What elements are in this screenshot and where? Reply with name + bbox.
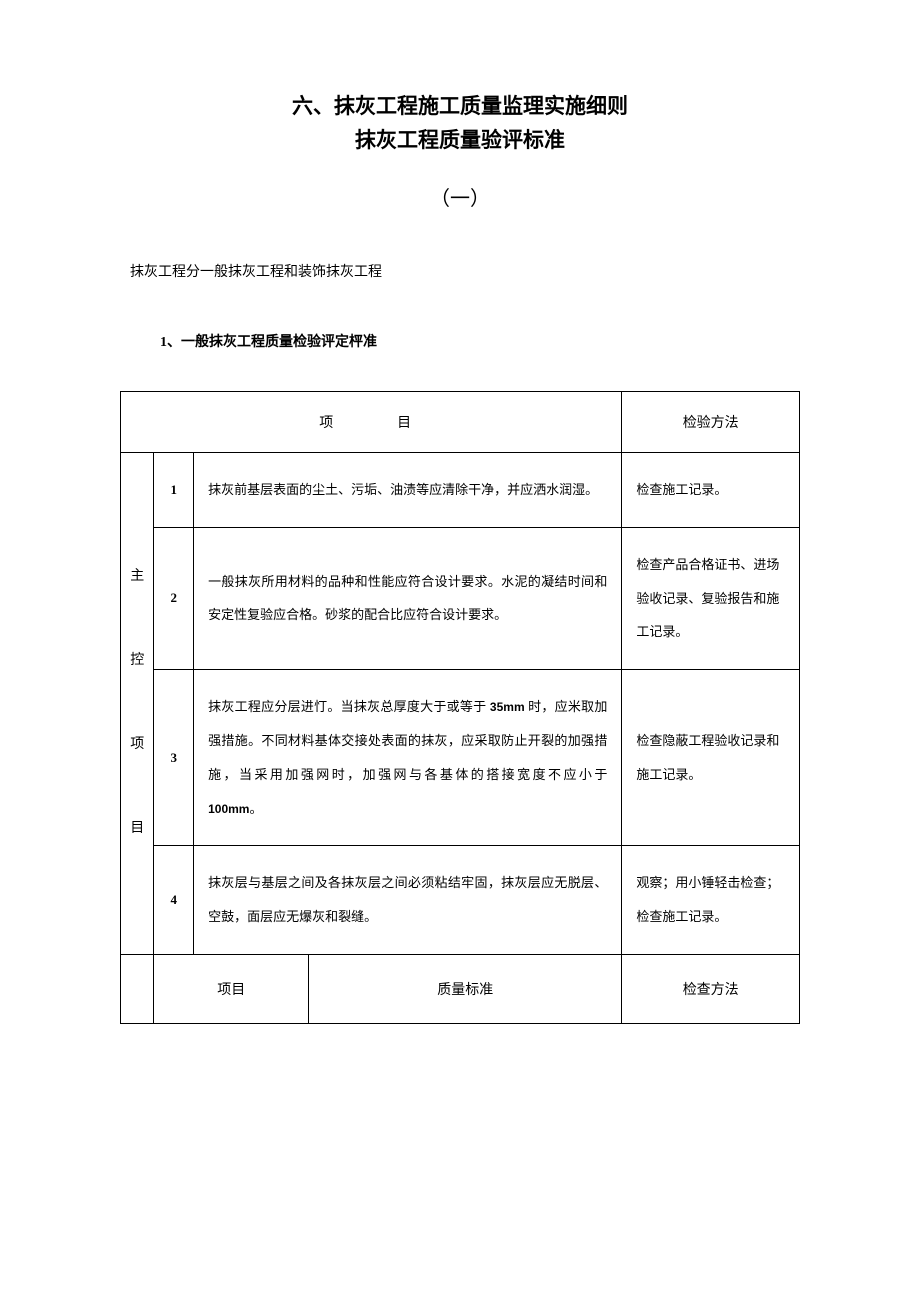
row-number: 4 <box>154 846 194 955</box>
table-row: 3 抹灰工程应分层进忊。当抹灰总厚度大于或等于 35mm 时，应米取加强措施。不… <box>121 670 800 846</box>
doc-subtitle: （一） <box>120 182 800 211</box>
sub-empty <box>121 954 154 1023</box>
sub-method: 检查方法 <box>622 954 800 1023</box>
row-method: 观察；用小锤轻击检查；检查施工记录。 <box>622 846 800 955</box>
row-desc: 抹灰前基层表面的尘土、污垢、油渍等应清除干净，并应洒水润湿。 <box>194 453 622 528</box>
row-desc: 抹灰层与基层之间及各抹灰层之间必须粘结牢固，抹灰层应无脱层、空鼓，面层应无爆灰和… <box>194 846 622 955</box>
table-header-row: 项 目 检验方法 <box>121 392 800 453</box>
table-row: 2 一般抹灰所用材料的品种和性能应符合设计要求。水泥的凝结时间和安定性复验应合格… <box>121 527 800 669</box>
row-desc: 一般抹灰所用材料的品种和性能应符合设计要求。水泥的凝结时间和安定性复验应合格。砂… <box>194 527 622 669</box>
row-number: 3 <box>154 670 194 846</box>
table-subheader-row: 项目 质量标准 检查方法 <box>121 954 800 1023</box>
row-method: 检查施工记录。 <box>622 453 800 528</box>
row-number: 2 <box>154 527 194 669</box>
sub-standard: 质量标准 <box>309 954 622 1023</box>
doc-title-1: 六、抹灰工程施工质量监理实施细则 <box>120 90 800 120</box>
intro-text: 抹灰工程分一般抹灰工程和装饰抹灰工程 <box>130 261 800 281</box>
section-heading: 1、一般抹灰工程质量检验评定枰准 <box>160 331 800 351</box>
row-method: 检查产品合格证书、进场验收记录、复验报告和施工记录。 <box>622 527 800 669</box>
header-item: 项 目 <box>121 392 622 453</box>
category-label: 主控项目 <box>130 569 144 836</box>
doc-title-2: 抹灰工程质量验评标准 <box>120 124 800 154</box>
row-method: 检查隐蔽工程验收记录和施工记录。 <box>622 670 800 846</box>
header-method: 检验方法 <box>622 392 800 453</box>
sub-item: 项目 <box>154 954 309 1023</box>
standards-table: 项 目 检验方法 主控项目 1 抹灰前基层表面的尘土、污垢、油渍等应清除干净，并… <box>120 391 800 1024</box>
row-number: 1 <box>154 453 194 528</box>
table-row: 主控项目 1 抹灰前基层表面的尘土、污垢、油渍等应清除干净，并应洒水润湿。 检查… <box>121 453 800 528</box>
table-row: 4 抹灰层与基层之间及各抹灰层之间必须粘结牢固，抹灰层应无脱层、空鼓，面层应无爆… <box>121 846 800 955</box>
row-desc: 抹灰工程应分层进忊。当抹灰总厚度大于或等于 35mm 时，应米取加强措施。不同材… <box>194 670 622 846</box>
category-cell: 主控项目 <box>121 453 154 955</box>
